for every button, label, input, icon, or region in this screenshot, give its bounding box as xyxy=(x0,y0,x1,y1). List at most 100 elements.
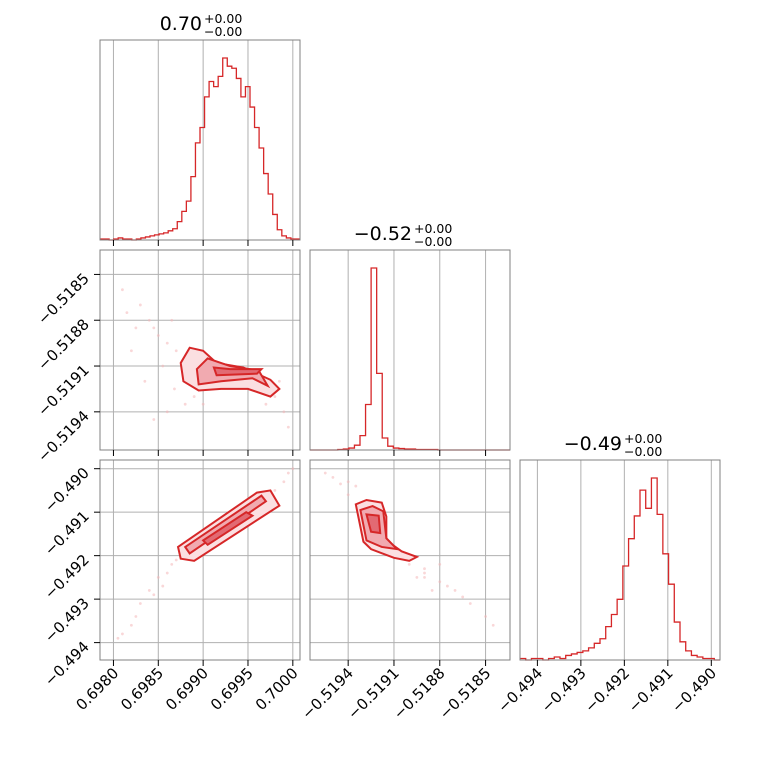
sample-point xyxy=(147,318,151,322)
sample-point xyxy=(170,318,174,322)
sample-point xyxy=(165,410,169,414)
sample-point xyxy=(453,589,457,592)
x-tick-label: 0.6980 xyxy=(72,664,122,714)
x-tick-label: −0.493 xyxy=(538,664,590,716)
sample-point xyxy=(121,288,124,292)
sample-point xyxy=(156,575,160,579)
sample-point xyxy=(468,602,472,605)
x-tick-label: −0.491 xyxy=(625,664,677,716)
sample-point xyxy=(116,636,120,640)
sample-point xyxy=(423,567,426,571)
sample-point xyxy=(138,303,142,307)
sample-point xyxy=(277,379,281,383)
x-tick-label: −0.492 xyxy=(581,664,633,716)
sample-point xyxy=(134,326,138,330)
y-tick-label: −0.490 xyxy=(41,464,93,516)
x-tick-label: −0.494 xyxy=(494,664,546,716)
param-title-plus: +0.00 xyxy=(414,221,452,236)
sample-point xyxy=(192,395,196,398)
panel-frame xyxy=(309,459,511,661)
sample-point xyxy=(423,575,426,579)
sample-point xyxy=(264,402,268,406)
sample-point xyxy=(147,589,151,592)
sample-point xyxy=(273,489,277,492)
sample-point xyxy=(286,425,290,429)
contour-level-3 xyxy=(365,513,382,535)
sample-point xyxy=(174,558,178,562)
sample-point xyxy=(121,632,124,636)
sample-point xyxy=(273,395,277,398)
sample-point xyxy=(461,595,465,599)
sample-point xyxy=(152,326,156,330)
sample-point xyxy=(331,475,335,479)
y-tick-label: −0.491 xyxy=(41,507,93,559)
sample-point xyxy=(438,562,442,566)
x-tick-label: −0.490 xyxy=(668,664,720,716)
sample-point xyxy=(430,589,434,592)
sample-point xyxy=(129,623,133,627)
sample-point xyxy=(152,418,156,421)
grid-lines xyxy=(347,250,487,450)
sample-point xyxy=(423,571,426,575)
param-title-minus: −0.00 xyxy=(204,24,242,39)
param-title-plus: +0.00 xyxy=(624,431,662,446)
grid-lines xyxy=(100,460,300,660)
histogram-2 xyxy=(520,477,720,661)
sample-point xyxy=(138,602,142,605)
x-tick-label: 0.6990 xyxy=(162,664,212,714)
histogram-1 xyxy=(310,267,510,451)
sample-point xyxy=(484,615,487,618)
sample-point xyxy=(125,311,129,314)
sample-point xyxy=(407,562,411,566)
sample-point xyxy=(415,575,419,579)
sample-point xyxy=(174,349,178,353)
param-title-value: −0.49 xyxy=(564,433,622,455)
panel-frame xyxy=(99,249,301,451)
sample-point xyxy=(438,580,442,584)
grid-lines xyxy=(112,40,294,240)
param-title-plus: +0.00 xyxy=(204,11,242,26)
contour-level-3 xyxy=(201,511,255,547)
sample-point xyxy=(446,584,449,588)
sample-point xyxy=(201,402,205,406)
sample-point xyxy=(346,480,350,484)
sample-point xyxy=(161,364,165,368)
sample-point xyxy=(134,615,138,618)
sample-point xyxy=(152,593,156,597)
sample-point xyxy=(339,482,342,486)
sample-point xyxy=(183,402,187,406)
sample-point xyxy=(354,484,358,488)
param-title-value: 0.70 xyxy=(160,13,202,35)
sample-point xyxy=(291,467,295,471)
contour-level-3 xyxy=(212,366,264,377)
y-tick-label: −0.492 xyxy=(41,551,93,603)
sample-point xyxy=(165,341,169,345)
sample-point xyxy=(282,480,286,484)
y-tick-label: −0.493 xyxy=(41,594,93,646)
sample-point xyxy=(286,471,290,475)
y-tick-label: −0.494 xyxy=(41,638,93,690)
sample-point xyxy=(323,471,327,475)
param-title-value: −0.52 xyxy=(354,223,412,245)
histogram-0 xyxy=(100,57,300,241)
sample-point xyxy=(161,584,165,588)
x-tick-label: 0.6995 xyxy=(207,664,257,714)
x-tick-label: 0.6985 xyxy=(117,664,167,714)
panel-frame xyxy=(99,39,301,241)
sample-point xyxy=(282,410,286,414)
panel-frame xyxy=(519,459,721,661)
sample-point xyxy=(170,562,174,566)
sample-point xyxy=(143,379,147,383)
param-title-minus: −0.00 xyxy=(414,234,452,249)
sample-point xyxy=(165,571,169,575)
sample-point xyxy=(346,493,350,497)
sample-point xyxy=(156,334,160,337)
grid-lines xyxy=(536,460,712,660)
panel-frame xyxy=(309,249,511,451)
grid-lines xyxy=(310,460,510,660)
sample-point xyxy=(173,387,176,391)
panel-frame xyxy=(99,459,301,661)
sample-point xyxy=(129,349,133,353)
x-tick-label: 0.7000 xyxy=(252,664,302,714)
